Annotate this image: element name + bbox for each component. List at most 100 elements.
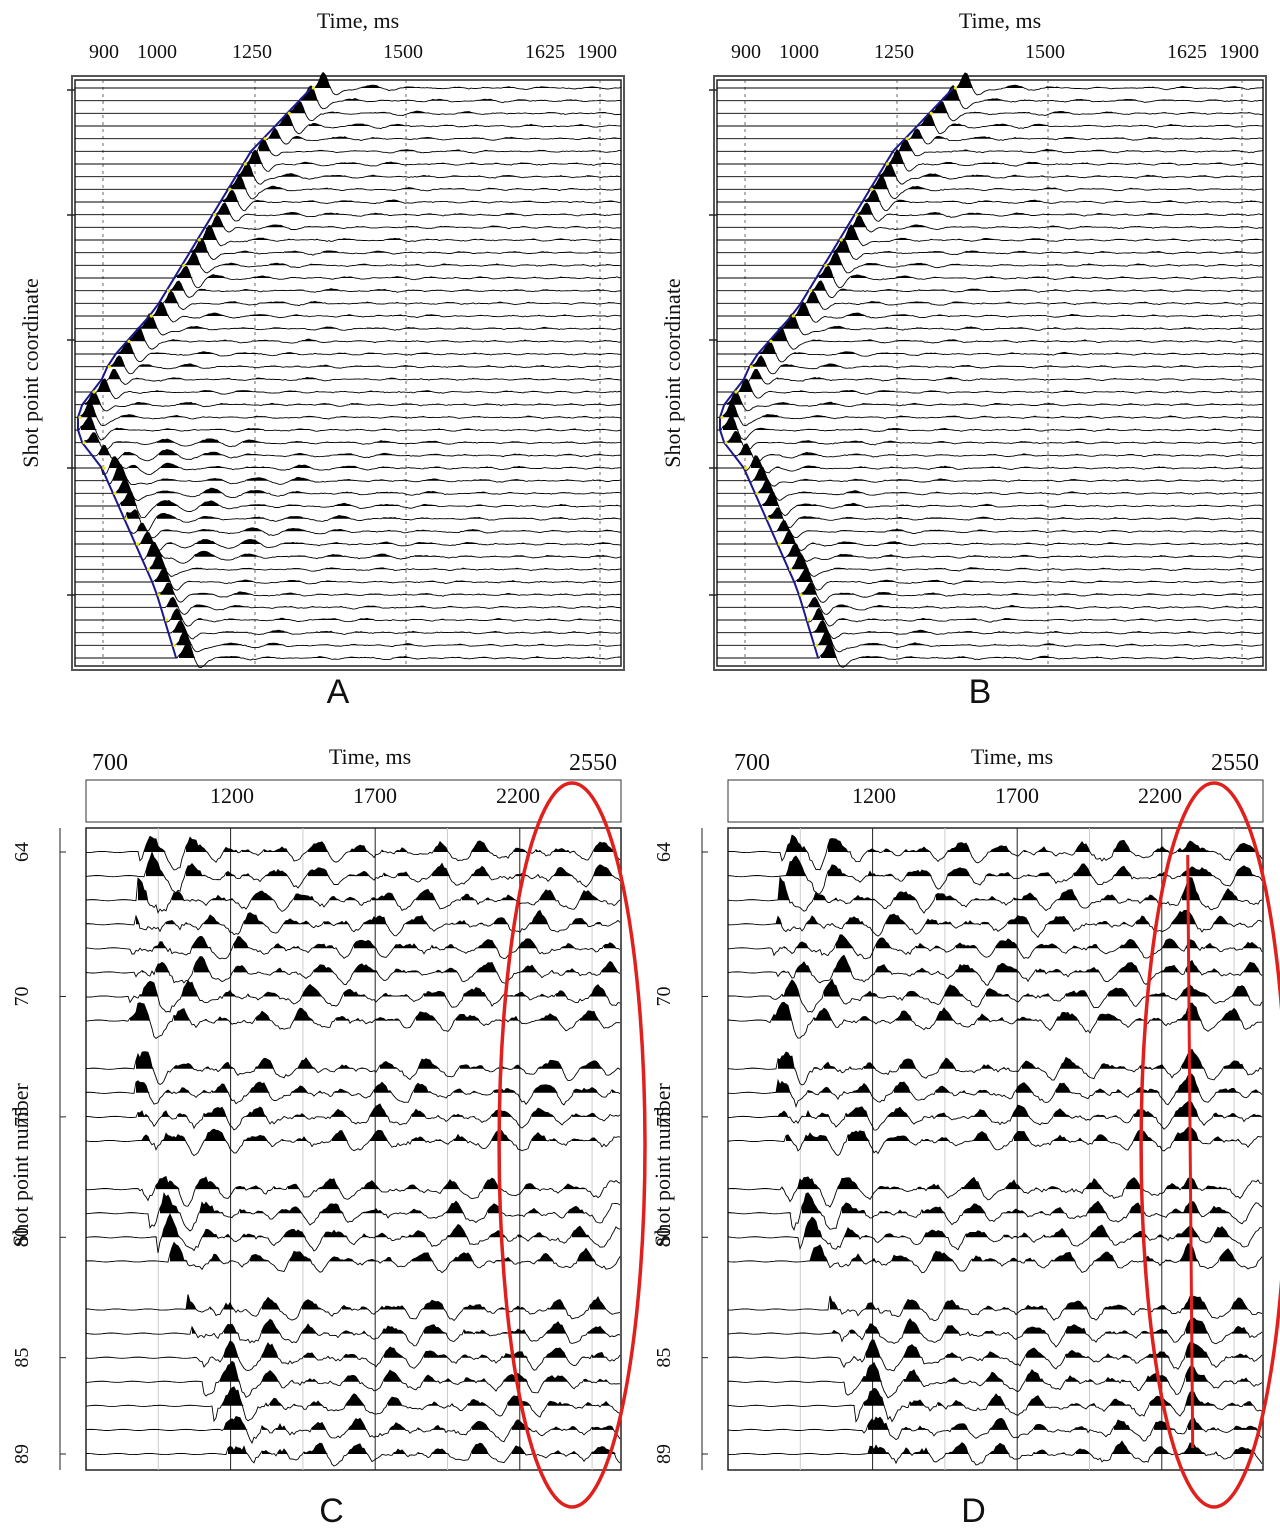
pick-dot (166, 289, 171, 293)
trace-fill (155, 568, 603, 582)
x-tick-label: 1250 (874, 41, 914, 63)
y-tick-label: 70 (11, 986, 33, 1006)
trace-fill (109, 369, 615, 380)
y-tick-label: 80 (11, 1227, 33, 1247)
seismic-trace (85, 980, 621, 1013)
top-axis-frame (85, 779, 622, 823)
trace-fill (137, 523, 615, 532)
seismic-trace (717, 553, 1264, 577)
x-tick-label: 2550 (1211, 750, 1259, 776)
trace-fill (86, 1080, 620, 1093)
seismic-trace (75, 252, 622, 274)
trace-fill (871, 175, 1247, 190)
seismic-trace (717, 312, 1264, 336)
trace-fill (86, 1104, 598, 1117)
trace-fill (728, 1002, 1242, 1021)
panel-d: 700 2550 Time, ms 1200 1700 2200 64 70 75 80 85 89 S… (650, 744, 1280, 1529)
seismic-trace (75, 596, 622, 615)
trace-fill (88, 1214, 590, 1238)
seismic-trace (75, 237, 622, 260)
seismic-trace (717, 641, 1264, 668)
seismic-trace (75, 541, 622, 564)
seismic-trace (75, 265, 622, 289)
trace-fill (121, 491, 621, 506)
trace-fill (90, 1386, 610, 1406)
trace-fill (269, 128, 621, 139)
seismic-trace (75, 340, 622, 363)
seismic-trace (717, 100, 1264, 122)
seismic-trace (75, 202, 622, 222)
y-axis-label: Shot point number (650, 1082, 675, 1246)
pick-dot (149, 314, 153, 318)
seismic-trace (85, 1002, 621, 1039)
pick-dot (263, 137, 267, 141)
pick-dot (791, 314, 796, 318)
trace-fill (86, 910, 602, 925)
seismic-trace (727, 909, 1263, 938)
trace-fill (96, 980, 608, 997)
trace-fill (740, 1441, 1256, 1454)
x-tick-label: 1200 (210, 783, 254, 808)
seismic-trace (85, 1360, 621, 1398)
seismic-trace (85, 1386, 621, 1423)
seismic-trace (727, 1339, 1263, 1372)
seismic-trace (85, 1051, 621, 1085)
trace-fill (825, 252, 1255, 266)
x-tick-label: 1250 (232, 41, 272, 63)
seismic-trace (717, 391, 1264, 412)
seismic-trace (85, 1128, 621, 1157)
panel-b: Time, ms 900 1000 1250 1500 1625 1900 Shot poin… (660, 8, 1267, 711)
seismic-trace (75, 642, 622, 669)
trace-fill (919, 113, 1263, 126)
seismic-trace (75, 402, 622, 427)
pick-dot (807, 618, 811, 622)
x-tick-label: 900 (89, 41, 119, 63)
seismic-trace (717, 280, 1264, 298)
panel-letter: C (319, 1492, 344, 1529)
seismic-trace (85, 1103, 621, 1131)
seismic-trace (717, 340, 1264, 363)
seismic-trace (75, 456, 622, 476)
seismic-trace (717, 175, 1264, 200)
seismic-trace (717, 355, 1264, 375)
x-tick-label: 1900 (1219, 41, 1259, 63)
first-break-pick-line (719, 87, 955, 659)
trace-fill (813, 608, 1255, 620)
pick-dot (127, 339, 131, 343)
trace-fill (744, 1417, 1258, 1430)
pick-dot (213, 213, 217, 217)
trace-fill (857, 203, 1247, 215)
trace-fill (177, 266, 591, 278)
trace-fill (171, 608, 615, 620)
x-tick-label: 700 (92, 750, 128, 776)
seismic-trace (717, 238, 1264, 260)
y-tick-label: 89 (653, 1444, 675, 1464)
trace-fill (100, 1341, 608, 1358)
trace-fill (732, 1126, 1240, 1141)
seismic-trace (717, 455, 1264, 474)
seismic-trace (75, 189, 622, 212)
trace-fill (833, 238, 1247, 253)
seismic-trace (728, 1295, 1263, 1322)
trace-fill (911, 128, 1245, 139)
trace-fill (753, 467, 1251, 481)
trace-fill (931, 100, 1253, 114)
trace-fill (728, 835, 1256, 852)
seismic-trace (717, 443, 1264, 462)
pick-dot (769, 339, 773, 343)
y-tick-label: 64 (653, 842, 675, 862)
trace-fill (738, 1295, 1248, 1310)
seismic-trace (75, 391, 622, 412)
pick-dot (839, 238, 843, 242)
trace-fill (777, 520, 1257, 532)
seismic-trace (86, 1442, 621, 1467)
seismic-trace (85, 935, 621, 960)
trace-fill (728, 1217, 1232, 1238)
seismic-trace (85, 1340, 621, 1372)
pick-dot (929, 111, 933, 115)
seismic-trace (75, 607, 622, 627)
trace-fill (759, 341, 1261, 354)
seismic-trace (717, 251, 1264, 274)
trace-fill (769, 507, 1261, 519)
